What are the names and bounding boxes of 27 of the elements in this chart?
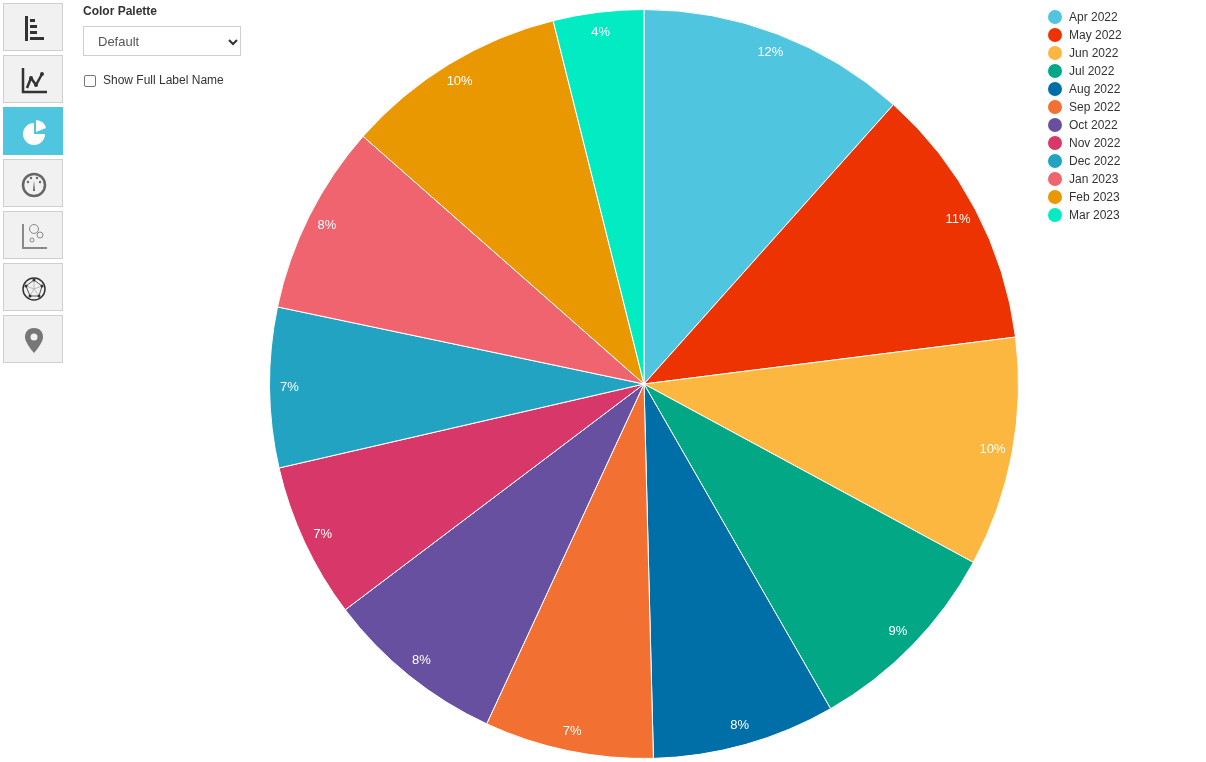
legend-label: Nov 2022 — [1069, 136, 1121, 150]
legend-label: Aug 2022 — [1069, 82, 1121, 96]
data-label: 4% — [591, 23, 611, 39]
legend-label: Apr 2022 — [1069, 10, 1118, 24]
dropdown: Default — [83, 26, 241, 56]
legend-label: Mar 2023 — [1069, 208, 1120, 222]
data-label: 8% — [411, 651, 432, 667]
data-label: 7% — [562, 722, 582, 738]
legend-label: Oct 2022 — [1069, 118, 1118, 132]
legend-label: Jul 2022 — [1069, 64, 1115, 78]
legend-label: Sep 2022 — [1069, 100, 1121, 114]
data-label: 12% — [757, 44, 784, 60]
legend-label: Jan 2023 — [1069, 172, 1119, 186]
data-label: 10% — [979, 440, 1007, 456]
data-label: 8% — [730, 717, 750, 733]
data-label: 7% — [313, 525, 333, 541]
legend-label: Dec 2022 — [1069, 154, 1121, 168]
data-label: 10% — [446, 72, 474, 88]
legend-label: May 2022 — [1069, 28, 1122, 42]
legend-label: Jun 2022 — [1069, 46, 1119, 60]
data-label: 11% — [945, 210, 971, 226]
text: Color Palette — [83, 4, 158, 18]
data-label: 8% — [317, 216, 337, 232]
data-label: 9% — [888, 623, 908, 639]
data-label: 7% — [279, 378, 300, 394]
text: Show Full Label Name — [103, 73, 224, 87]
legend-label: Feb 2023 — [1069, 190, 1120, 204]
